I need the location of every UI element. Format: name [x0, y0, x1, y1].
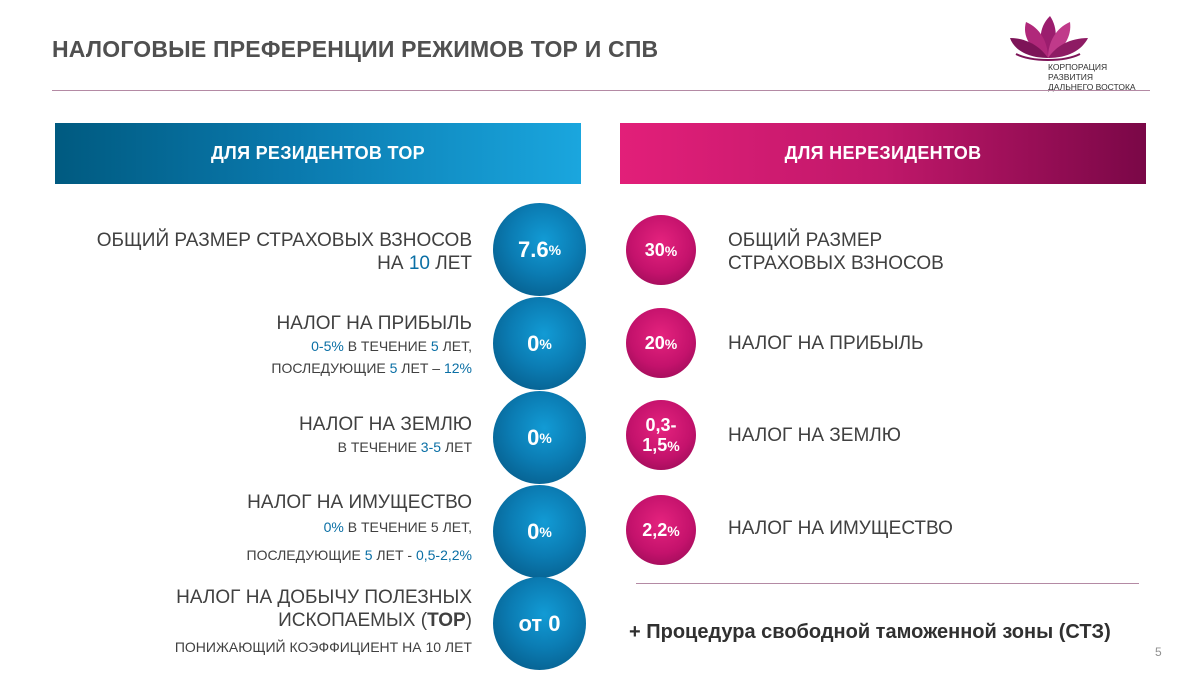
lotus-logo-icon	[1010, 16, 1088, 61]
nonresidents-land-label: НАЛОГ НА ЗЕМЛЮ	[728, 425, 901, 446]
insurance-label: ОБЩИЙ РАЗМЕР СТРАХОВЫХ ВЗНОСОВ	[96, 230, 472, 251]
land-label: НАЛОГ НА ЗЕМЛЮ	[299, 414, 472, 435]
title-divider	[52, 90, 1150, 91]
insurance-years: 10	[408, 253, 430, 274]
residents-profit-text: НАЛОГ НА ПРИБЫЛЬ 0-5% В ТЕЧЕНИЕ 5 ЛЕТ, П…	[60, 312, 472, 379]
residents-mining-value: от 0	[493, 577, 586, 670]
residents-land-value: 0%	[493, 391, 586, 484]
mining-label: НАЛОГ НА ДОБЫЧУ ПОЛЕЗНЫХ	[176, 587, 472, 608]
nonresidents-divider	[636, 583, 1139, 584]
property-label: НАЛОГ НА ИМУЩЕСТВО	[247, 492, 472, 513]
residents-land-text: НАЛОГ НА ЗЕМЛЮ В ТЕЧЕНИЕ 3-5 ЛЕТ	[60, 413, 472, 458]
nonresidents-profit-label: НАЛОГ НА ПРИБЫЛЬ	[728, 333, 924, 354]
residents-insurance-text: ОБЩИЙ РАЗМЕР СТРАХОВЫХ ВЗНОСОВ НА 10 ЛЕТ	[60, 229, 472, 275]
residents-header: ДЛЯ РЕЗИДЕНТОВ ТОР	[55, 123, 581, 184]
residents-property-text: НАЛОГ НА ИМУЩЕСТВО 0% В ТЕЧЕНИЕ 5 ЛЕТ, П…	[60, 491, 472, 566]
page-title: НАЛОГОВЫЕ ПРЕФЕРЕНЦИИ РЕЖИМОВ ТОР И СПВ	[52, 36, 659, 62]
profit-label: НАЛОГ НА ПРИБЫЛЬ	[276, 313, 472, 334]
nonresidents-insurance-value: 30%	[626, 215, 696, 285]
nonresidents-property-label: НАЛОГ НА ИМУЩЕСТВО	[728, 518, 953, 539]
residents-property-value: 0%	[493, 485, 586, 578]
nonresidents-profit-value: 20%	[626, 308, 696, 378]
nonresidents-land-value: 0,3- 1,5%	[626, 400, 696, 470]
nonresidents-insurance-label: ОБЩИЙ РАЗМЕР СТРАХОВЫХ ВЗНОСОВ	[728, 230, 944, 274]
nonresidents-header: ДЛЯ НЕРЕЗИДЕНТОВ	[620, 123, 1146, 184]
sez-procedure-note: + Процедура свободной таможенной зоны (С…	[629, 621, 1111, 643]
page-number: 5	[1155, 645, 1162, 659]
residents-profit-value: 0%	[493, 297, 586, 390]
residents-insurance-value: 7.6%	[493, 203, 586, 296]
logo: КОРПОРАЦИЯ РАЗВИТИЯ ДАЛЬНЕГО ВОСТОКА	[1004, 14, 1150, 92]
residents-mining-text: НАЛОГ НА ДОБЫЧУ ПОЛЕЗНЫХ ИСКОПАЕМЫХ (ТОР…	[60, 586, 472, 658]
nonresidents-property-value: 2,2%	[626, 495, 696, 565]
logo-text-line1: КОРПОРАЦИЯ РАЗВИТИЯ	[1048, 62, 1108, 82]
logo-text-line2: ДАЛЬНЕГО ВОСТОКА	[1048, 82, 1136, 92]
